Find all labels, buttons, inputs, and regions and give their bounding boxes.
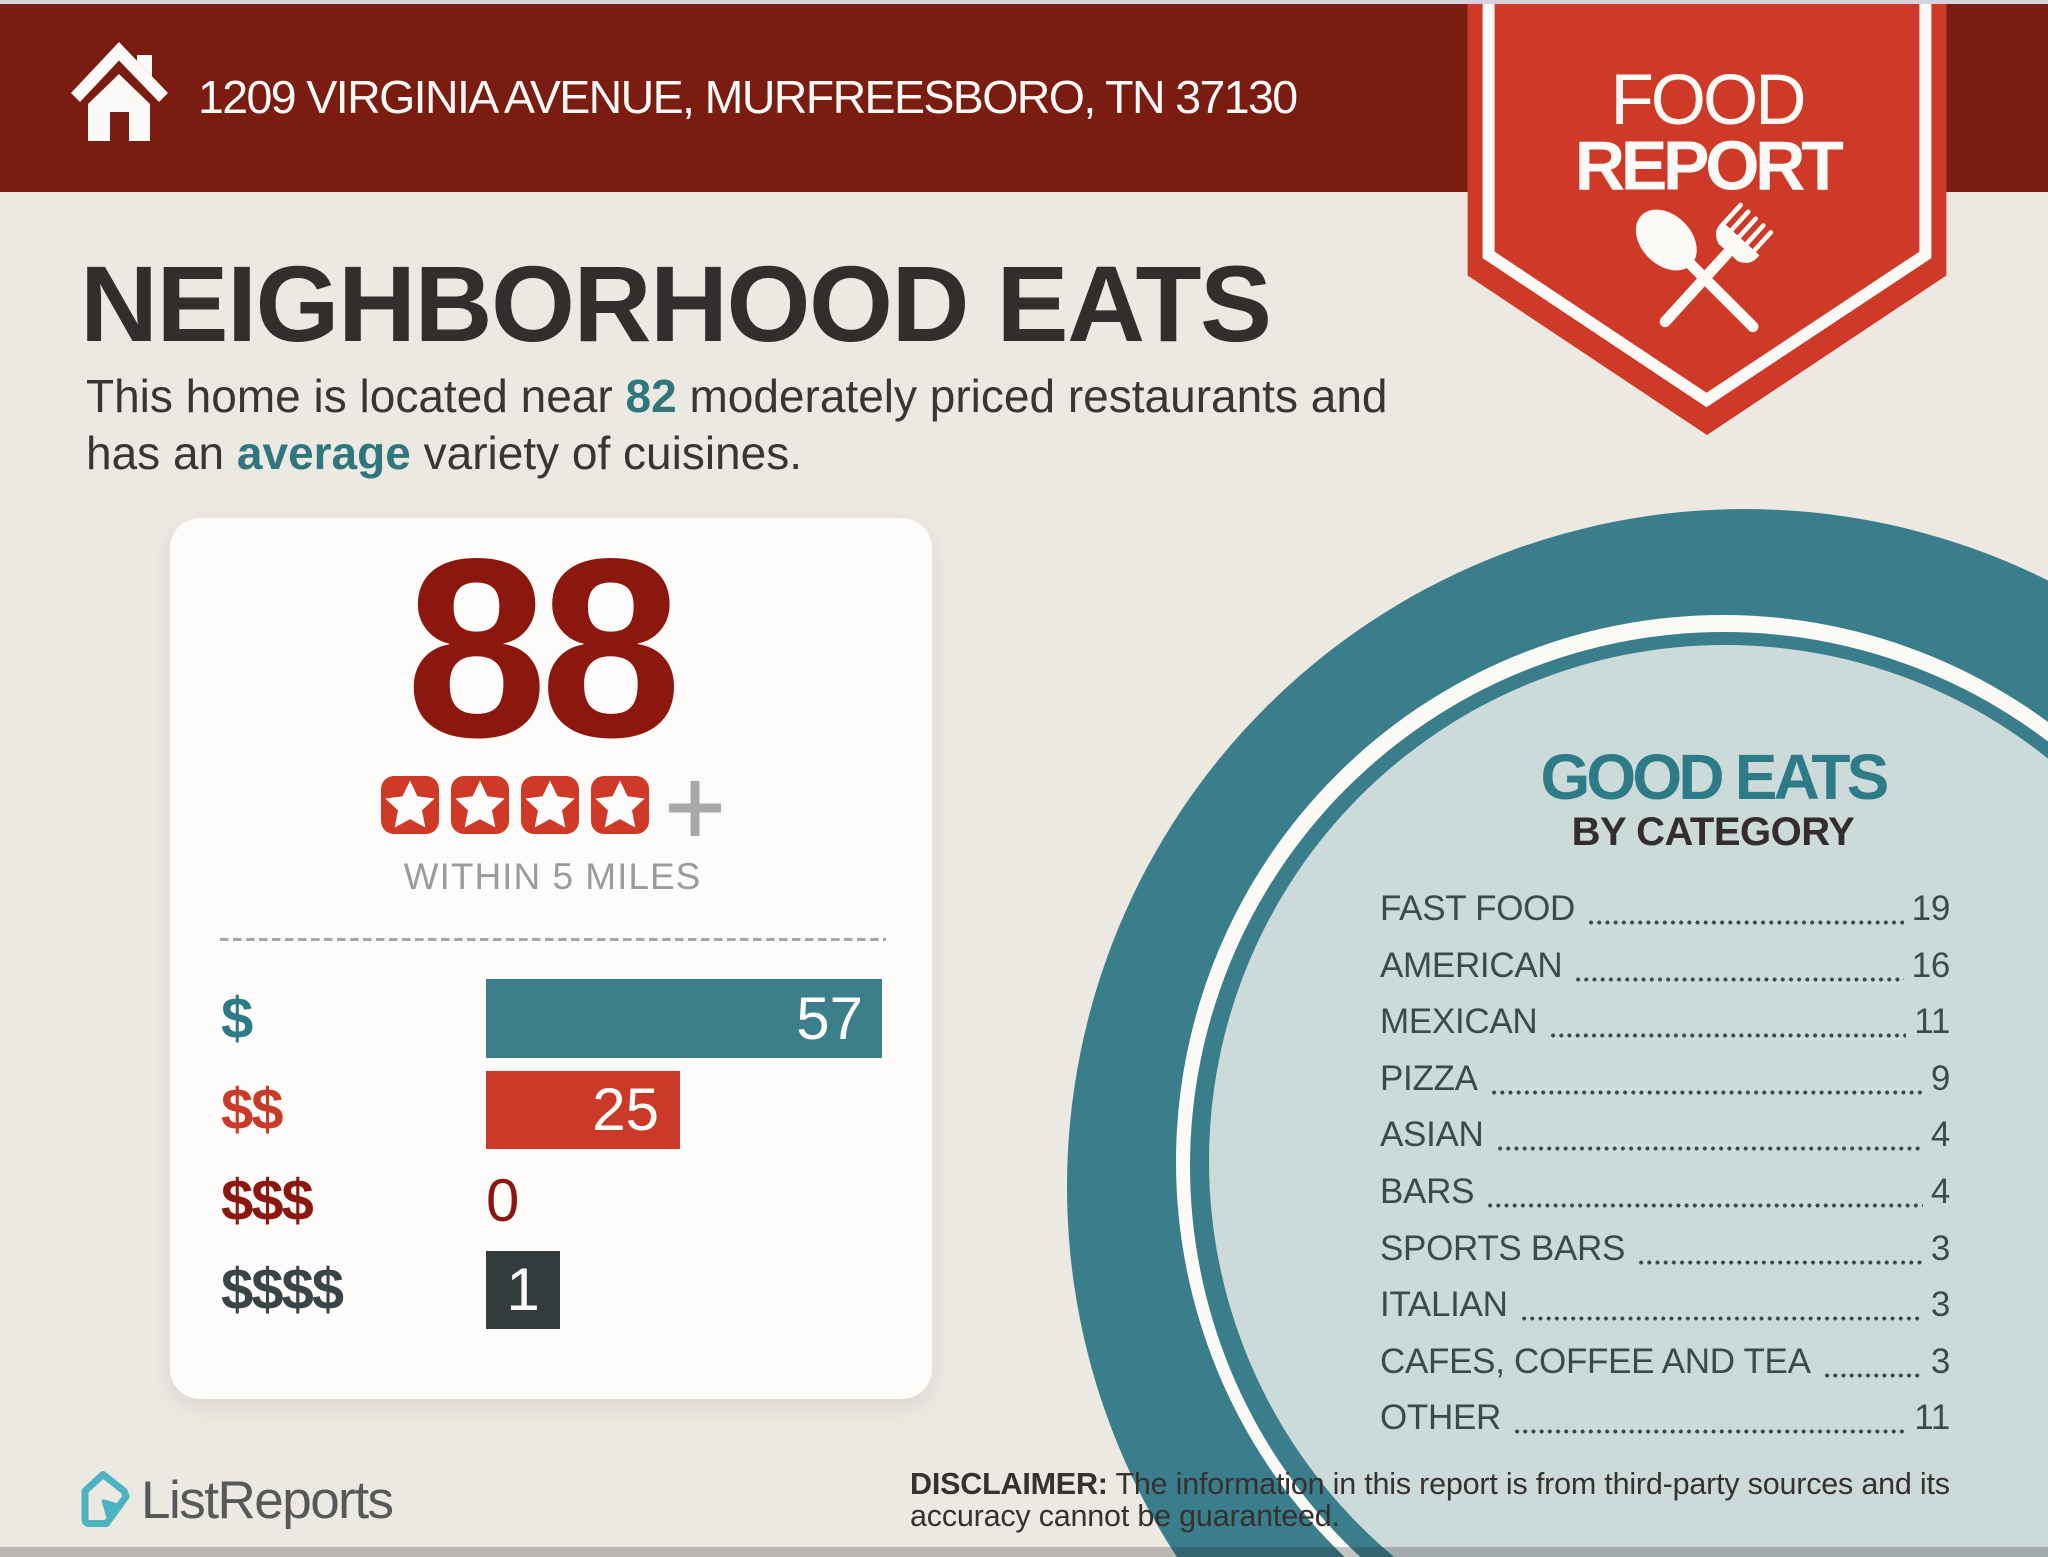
svg-text:FOOD: FOOD (1610, 61, 1803, 140)
svg-text:REPORT: REPORT (1575, 127, 1843, 205)
